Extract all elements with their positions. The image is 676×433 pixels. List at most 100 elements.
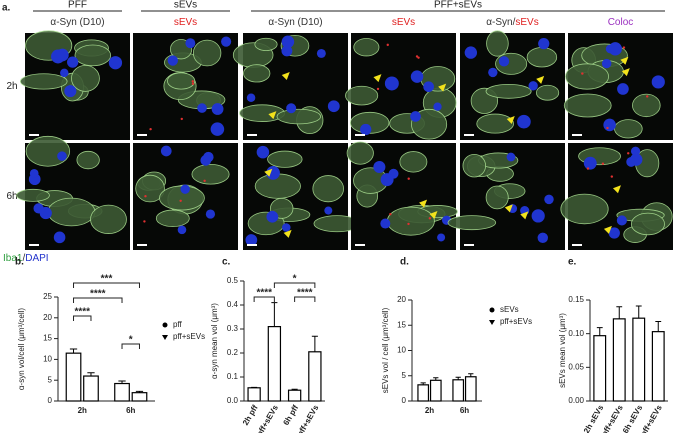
nucleus: [177, 225, 187, 235]
arrowhead: [264, 168, 273, 177]
significance-label: ****: [297, 288, 313, 299]
y-tick-label: 0.00: [568, 396, 584, 405]
nucleus: [410, 111, 421, 122]
nucleus: [108, 56, 123, 70]
bar: [464, 376, 477, 402]
arrowhead: [612, 185, 621, 194]
micrograph: [460, 30, 565, 140]
nucleus: [266, 210, 279, 223]
arrowhead: [283, 229, 292, 238]
nucleus: [616, 215, 627, 226]
error-bar: [291, 388, 298, 391]
legend-marker: [162, 322, 168, 328]
legend-label: pff+sEVs: [173, 332, 205, 341]
label-part: sEVs: [392, 17, 415, 28]
error-bar: [311, 335, 318, 352]
bar: [651, 331, 665, 402]
micrograph: [345, 33, 457, 140]
nucleus: [544, 194, 554, 205]
vesicle: [407, 222, 410, 226]
arrowhead: [506, 115, 515, 124]
arrowhead: [438, 83, 447, 92]
cell: [312, 175, 344, 203]
bar: [247, 387, 261, 402]
vesicle: [622, 46, 626, 49]
nucleus: [423, 81, 434, 93]
nucleus: [506, 152, 516, 162]
arrowhead: [620, 56, 629, 65]
nucleus: [324, 206, 333, 215]
cell: [76, 150, 100, 170]
arrowhead: [429, 211, 438, 220]
label-part: α-Syn (D10): [50, 17, 104, 28]
y-tick-label: 15: [43, 334, 52, 343]
y-tick-label: 0: [402, 396, 407, 405]
nucleus: [39, 206, 52, 220]
label: sEVs: [174, 17, 197, 28]
nucleus: [281, 35, 295, 49]
bar: [131, 392, 148, 402]
significance-bracket: [73, 315, 92, 321]
error-bar: [69, 348, 78, 354]
nucleus: [373, 160, 386, 173]
significance-bracket: [273, 282, 316, 288]
nucleus: [316, 48, 326, 58]
nucleus: [380, 218, 391, 229]
nucleus: [433, 102, 442, 111]
arrowhead: [281, 71, 290, 80]
bar: [287, 389, 302, 402]
significance-bracket: [253, 296, 275, 302]
error-bar: [87, 372, 95, 377]
cell: [19, 73, 68, 90]
nucleus: [617, 83, 629, 95]
label: Coloc: [608, 17, 634, 28]
micrograph: [133, 33, 238, 140]
nucleus: [266, 166, 280, 180]
bar: [267, 326, 282, 402]
error-bar: [433, 377, 439, 381]
bar: [114, 382, 130, 402]
x-tick-label: 2h: [78, 406, 87, 415]
legend-label: sEVs: [500, 305, 519, 314]
cell: [155, 209, 190, 227]
nucleus: [601, 58, 612, 69]
label-part: sEVs: [174, 17, 197, 28]
micrograph: [346, 141, 458, 250]
cell: [267, 150, 303, 168]
cell: [192, 39, 222, 67]
cell: [565, 63, 609, 90]
error-bar: [420, 382, 426, 385]
y-axis-label: α-syn vol/cell (μm³/cell): [17, 308, 26, 390]
nucleus: [160, 145, 172, 157]
label-part: sEVs: [515, 17, 538, 28]
cell: [254, 37, 278, 51]
micrograph: [133, 143, 238, 250]
nucleus: [221, 36, 232, 47]
vesicle: [376, 87, 380, 91]
significance-bracket: [73, 297, 123, 303]
nucleus: [185, 38, 196, 49]
group-label: PFF+sEVs: [434, 0, 482, 11]
cell: [535, 84, 560, 101]
cell: [25, 135, 71, 167]
cell: [135, 174, 165, 203]
nucleus: [210, 122, 225, 136]
cell: [191, 163, 230, 185]
nucleus: [528, 81, 538, 91]
cell: [632, 93, 661, 118]
cell: [243, 64, 271, 83]
nucleus: [603, 118, 616, 132]
x-tick-label: 6h: [126, 406, 135, 415]
vesicle: [646, 95, 649, 98]
significance-label: *: [129, 335, 133, 346]
x-tick-label: 2h: [425, 406, 434, 415]
micrograph: [243, 143, 361, 250]
vesicle: [610, 175, 614, 178]
nucleus: [410, 70, 424, 83]
y-tick-label: 5: [402, 371, 407, 380]
nucleus: [205, 209, 216, 219]
error-bar: [596, 327, 603, 336]
nucleus: [464, 46, 478, 59]
panel-label: b.: [15, 257, 24, 268]
cell: [630, 212, 665, 236]
